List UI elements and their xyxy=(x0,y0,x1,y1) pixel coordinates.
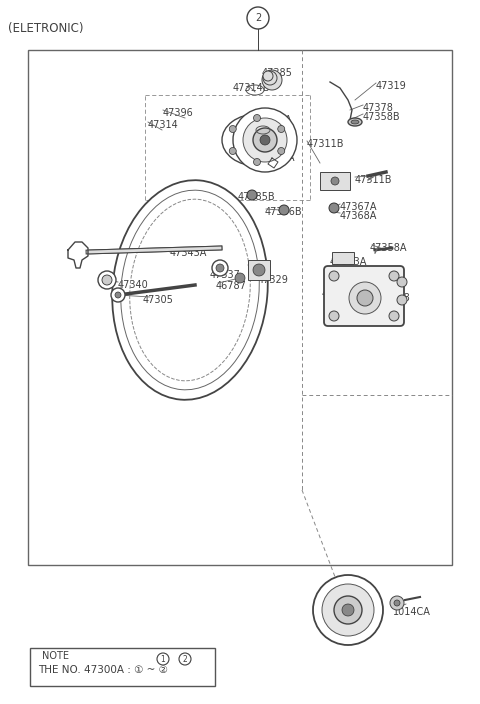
Circle shape xyxy=(334,596,362,624)
Circle shape xyxy=(216,264,224,272)
Ellipse shape xyxy=(112,180,268,400)
Circle shape xyxy=(262,70,282,90)
Circle shape xyxy=(253,158,261,165)
Text: 1: 1 xyxy=(161,655,166,663)
Text: 47314: 47314 xyxy=(148,120,179,130)
Circle shape xyxy=(394,600,400,606)
Text: 47356B: 47356B xyxy=(265,207,302,217)
Text: 2: 2 xyxy=(255,13,261,23)
Text: 47312: 47312 xyxy=(327,623,358,633)
Circle shape xyxy=(102,275,112,285)
Text: 47378: 47378 xyxy=(363,103,394,113)
Circle shape xyxy=(313,575,383,645)
Text: (ELETRONIC): (ELETRONIC) xyxy=(8,22,84,35)
Circle shape xyxy=(390,596,404,610)
Circle shape xyxy=(279,205,289,215)
Text: 47314B: 47314B xyxy=(233,83,271,93)
Circle shape xyxy=(389,271,399,281)
Circle shape xyxy=(229,148,236,154)
Circle shape xyxy=(235,273,245,283)
Circle shape xyxy=(342,604,354,616)
FancyBboxPatch shape xyxy=(324,266,404,326)
Circle shape xyxy=(98,271,116,289)
Ellipse shape xyxy=(348,118,362,126)
Text: 47311B: 47311B xyxy=(307,139,345,149)
Circle shape xyxy=(278,148,285,154)
Circle shape xyxy=(263,71,277,85)
Bar xyxy=(332,252,354,264)
Circle shape xyxy=(111,288,125,302)
Text: 47340: 47340 xyxy=(118,280,149,290)
Text: 47319: 47319 xyxy=(376,81,407,91)
Text: 47305: 47305 xyxy=(143,295,174,305)
Circle shape xyxy=(349,282,381,314)
Text: 47358B: 47358B xyxy=(363,112,401,122)
Circle shape xyxy=(329,311,339,321)
Ellipse shape xyxy=(351,120,359,124)
Circle shape xyxy=(115,292,121,298)
Circle shape xyxy=(263,71,273,81)
Circle shape xyxy=(278,125,285,132)
Text: 47385B: 47385B xyxy=(238,192,276,202)
Polygon shape xyxy=(68,242,88,268)
Text: 47367A: 47367A xyxy=(340,202,377,212)
Text: 47388: 47388 xyxy=(380,293,411,303)
Text: 47396: 47396 xyxy=(163,108,194,118)
Circle shape xyxy=(212,260,228,276)
Text: 47326A: 47326A xyxy=(255,115,292,125)
Text: 47337: 47337 xyxy=(210,270,241,280)
Circle shape xyxy=(253,115,261,122)
Ellipse shape xyxy=(222,114,292,166)
Bar xyxy=(28,50,452,565)
Circle shape xyxy=(389,311,399,321)
Text: THE NO. 47300A : ① ~ ②: THE NO. 47300A : ① ~ ② xyxy=(38,665,168,675)
Text: 47383: 47383 xyxy=(322,289,353,299)
Circle shape xyxy=(329,271,339,281)
Text: NOTE: NOTE xyxy=(42,651,69,661)
Circle shape xyxy=(331,177,339,185)
Bar xyxy=(320,172,350,190)
Text: 2: 2 xyxy=(182,655,187,663)
Circle shape xyxy=(357,290,373,306)
Text: 47303A: 47303A xyxy=(330,257,367,267)
Circle shape xyxy=(229,125,236,132)
Text: 47385: 47385 xyxy=(262,68,293,78)
Circle shape xyxy=(322,584,374,636)
Circle shape xyxy=(329,203,339,213)
Text: 47358A: 47358A xyxy=(370,243,408,253)
Text: 47343A: 47343A xyxy=(170,248,207,258)
Text: 46787: 46787 xyxy=(216,281,247,291)
Circle shape xyxy=(233,108,297,172)
Text: 1014CA: 1014CA xyxy=(393,607,431,617)
Text: 47329: 47329 xyxy=(258,275,289,285)
Circle shape xyxy=(260,135,270,145)
Text: 47368A: 47368A xyxy=(340,211,377,221)
Circle shape xyxy=(247,190,257,200)
Circle shape xyxy=(397,295,407,305)
Text: 47365A: 47365A xyxy=(258,153,296,163)
Circle shape xyxy=(253,264,265,276)
Circle shape xyxy=(243,118,287,162)
Bar xyxy=(30,648,215,686)
Bar xyxy=(248,260,270,280)
Circle shape xyxy=(253,128,277,152)
Circle shape xyxy=(397,277,407,287)
Text: 47311B: 47311B xyxy=(355,175,393,185)
